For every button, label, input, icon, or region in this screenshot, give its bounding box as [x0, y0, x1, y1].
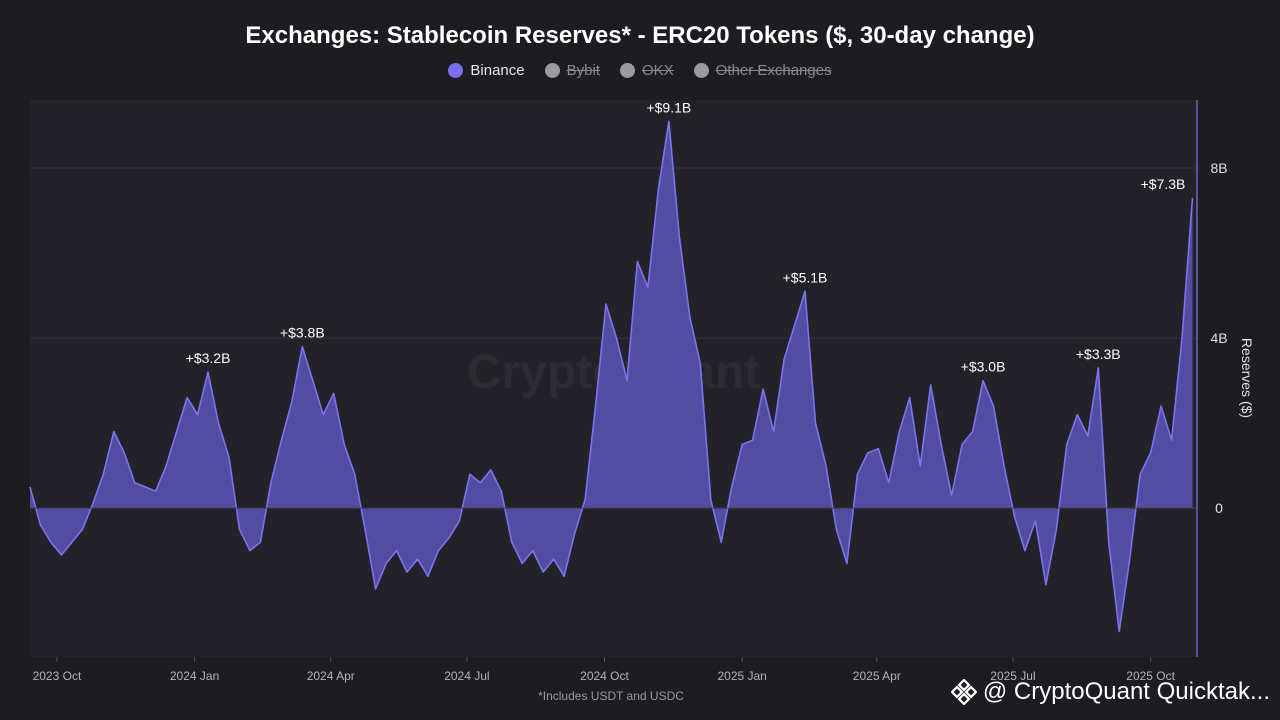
series-binance-area	[30, 121, 1193, 632]
x-tick-label: 2024 Apr	[307, 669, 355, 683]
x-tick-label: 2025 Apr	[853, 669, 901, 683]
legend-dot-icon	[544, 63, 560, 78]
peak-annotations: +$3.2B +$3.8B +$9.1B +$5.1B +$3.0B +$3.3B +$7.…	[186, 99, 1186, 374]
legend: Binance Bybit OKX Other Exchanges	[0, 62, 1280, 79]
legend-label: Binance	[470, 62, 525, 79]
x-tick-label: 2023 Oct	[33, 669, 82, 683]
x-tick-label: 2024 Oct	[580, 669, 629, 683]
y-tick-label: 8B	[1210, 160, 1227, 176]
y-tick-label: 4B	[1210, 330, 1227, 346]
footnote: *Includes USDT and USDC	[538, 689, 684, 703]
y-axis-label: Reserves ($)	[1239, 338, 1255, 418]
legend-dot-icon	[693, 63, 709, 78]
peak-annotation-label: +$3.0B	[961, 359, 1006, 375]
x-axis-ticks: 2023 Oct 2024 Jan 2024 Apr 2024 Jul 2024 Oct…	[33, 657, 1176, 683]
x-tick-label: 2024 Jan	[170, 669, 219, 683]
peak-annotation-label: +$3.3B	[1076, 346, 1121, 362]
peak-annotation-label: +$3.8B	[280, 325, 325, 341]
legend-label: Bybit	[566, 62, 600, 79]
legend-item-okx[interactable]: OKX	[619, 62, 674, 79]
legend-item-binance[interactable]: Binance	[448, 62, 525, 79]
chart-title: Exchanges: Stablecoin Reserves* - ERC20 …	[245, 22, 1035, 49]
peak-annotation-label: +$7.3B	[1141, 176, 1186, 192]
peak-annotation-label: +$9.1B	[646, 99, 691, 115]
y-tick-label: 0	[1215, 500, 1223, 516]
series-binance-line[interactable]	[29, 120, 1194, 633]
legend-label: OKX	[641, 62, 674, 79]
legend-item-other-exchanges[interactable]: Other Exchanges	[693, 62, 832, 79]
binance-logo-icon	[950, 679, 977, 705]
y-axis-ticks: 0 4B 8B	[1210, 160, 1227, 516]
peak-annotation-label: +$3.2B	[186, 350, 231, 366]
x-tick-label: 2025 Jan	[717, 669, 766, 683]
brand-credit: @ CryptoQuant Quicktak...	[950, 678, 1270, 706]
peak-annotation-label: +$5.1B	[783, 269, 828, 285]
x-tick-label: 2025 Oct	[1126, 669, 1175, 683]
brand-text: @ CryptoQuant Quicktak...	[982, 678, 1270, 705]
legend-dot-icon	[448, 63, 464, 78]
legend-label: Other Exchanges	[715, 62, 832, 79]
x-tick-label: 2025 Jul	[990, 669, 1035, 683]
x-tick-label: 2024 Jul	[444, 669, 489, 683]
legend-item-bybit[interactable]: Bybit	[544, 62, 600, 79]
legend-dot-icon	[619, 63, 635, 78]
